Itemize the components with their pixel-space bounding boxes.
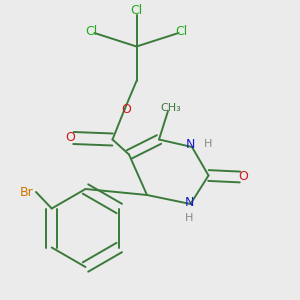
Text: H: H <box>203 139 212 149</box>
Text: Cl: Cl <box>130 4 142 17</box>
Text: H: H <box>185 213 193 224</box>
Text: Cl: Cl <box>85 25 98 38</box>
Text: Cl: Cl <box>176 25 188 38</box>
Text: N: N <box>186 137 195 151</box>
Text: O: O <box>121 103 131 116</box>
Text: O: O <box>66 130 75 144</box>
Text: Br: Br <box>20 185 34 199</box>
Text: O: O <box>239 169 248 183</box>
Text: N: N <box>184 196 194 209</box>
Text: CH₃: CH₃ <box>160 103 182 113</box>
